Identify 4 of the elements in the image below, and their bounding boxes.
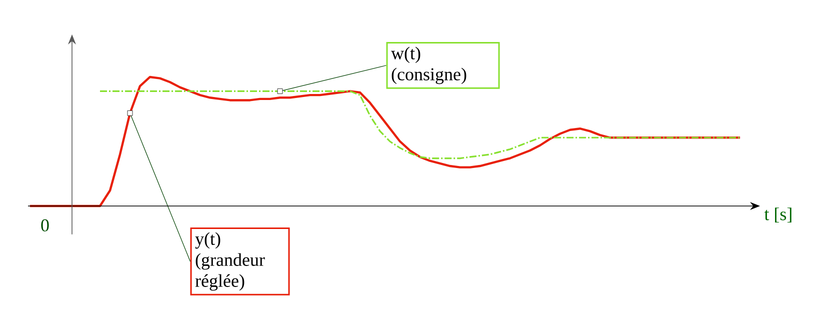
x-axis-title: t [s] bbox=[764, 208, 792, 222]
text: 0 bbox=[41, 219, 49, 232]
text: y(t) (grandeur réglée) bbox=[195, 232, 265, 291]
series-label: w(t) (consigne) bbox=[391, 46, 466, 84]
